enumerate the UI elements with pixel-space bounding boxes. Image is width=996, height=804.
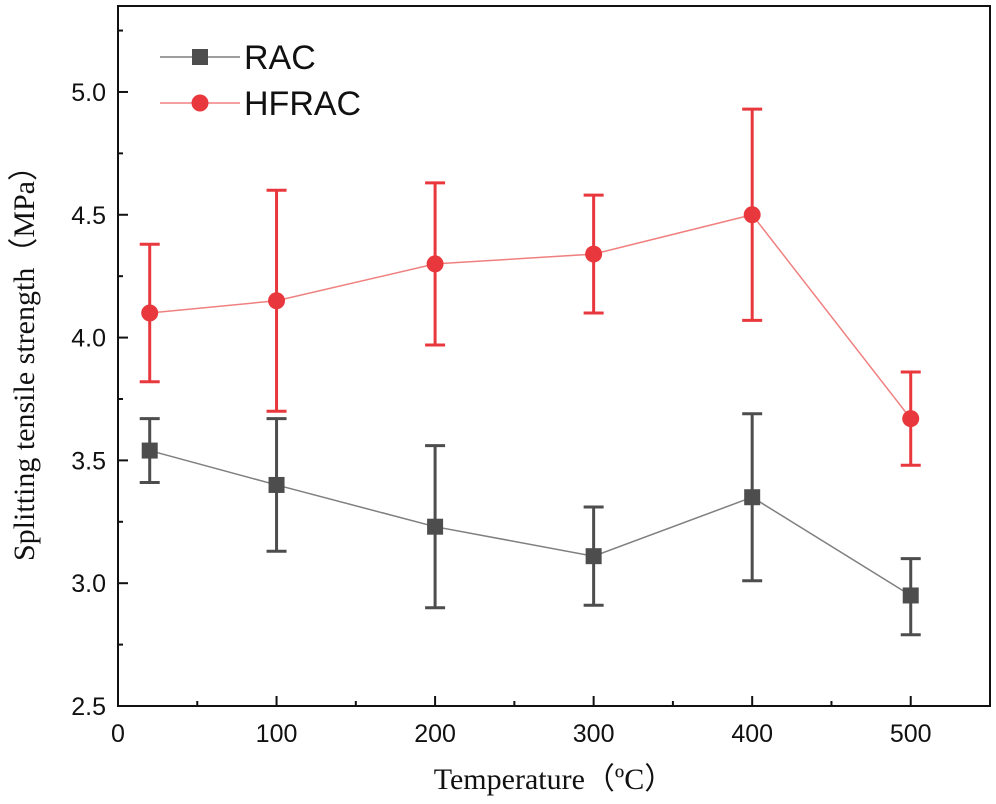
x-axis-ticks bbox=[117, 696, 912, 706]
y-tick-label: 2.5 bbox=[71, 693, 106, 721]
x-tick-label: 500 bbox=[890, 720, 932, 748]
legend: RAC HFRAC bbox=[160, 39, 361, 123]
x-axis-tick-labels: 0 100 200 300 400 500 bbox=[111, 720, 932, 748]
y-axis-title: Splitting tensile strength（MPa） bbox=[8, 151, 41, 561]
series-line bbox=[149, 213, 912, 420]
data-point bbox=[585, 245, 603, 263]
y-tick-label: 4.0 bbox=[71, 325, 106, 353]
data-point bbox=[744, 489, 761, 506]
data-point bbox=[268, 476, 285, 493]
series-hfrac bbox=[139, 107, 921, 467]
y-tick-label: 4.5 bbox=[71, 202, 106, 230]
legend-marker bbox=[191, 94, 209, 112]
x-tick-label: 300 bbox=[573, 720, 615, 748]
data-point bbox=[141, 442, 158, 459]
data-point bbox=[902, 410, 920, 428]
series-layer bbox=[139, 107, 921, 637]
x-tick-label: 0 bbox=[111, 720, 125, 748]
x-axis-title: Temperature（ºC） bbox=[434, 763, 674, 796]
y-axis-ticks bbox=[118, 29, 128, 707]
y-axis-tick-labels: 2.5 3.0 3.5 4.0 4.5 5.0 bbox=[71, 79, 106, 721]
legend-marker bbox=[192, 49, 208, 65]
x-tick-label: 200 bbox=[414, 720, 456, 748]
series-rac bbox=[139, 412, 921, 637]
series-line bbox=[149, 449, 912, 597]
legend-label: RAC bbox=[244, 39, 316, 77]
data-point bbox=[141, 304, 159, 322]
legend-label: HFRAC bbox=[244, 85, 361, 123]
data-point bbox=[268, 292, 286, 310]
data-point bbox=[426, 255, 444, 273]
plot-area-frame bbox=[117, 5, 991, 707]
y-tick-label: 3.5 bbox=[71, 447, 106, 475]
x-tick-label: 400 bbox=[731, 720, 773, 748]
y-tick-label: 3.0 bbox=[71, 570, 106, 598]
data-point bbox=[427, 518, 444, 535]
y-tick-label: 5.0 bbox=[71, 79, 106, 107]
data-point bbox=[585, 548, 602, 565]
x-tick-label: 100 bbox=[256, 720, 298, 748]
data-point bbox=[743, 206, 761, 224]
legend-item-rac: RAC bbox=[160, 39, 316, 77]
data-point bbox=[902, 587, 919, 604]
legend-item-hfrac: HFRAC bbox=[160, 85, 361, 123]
